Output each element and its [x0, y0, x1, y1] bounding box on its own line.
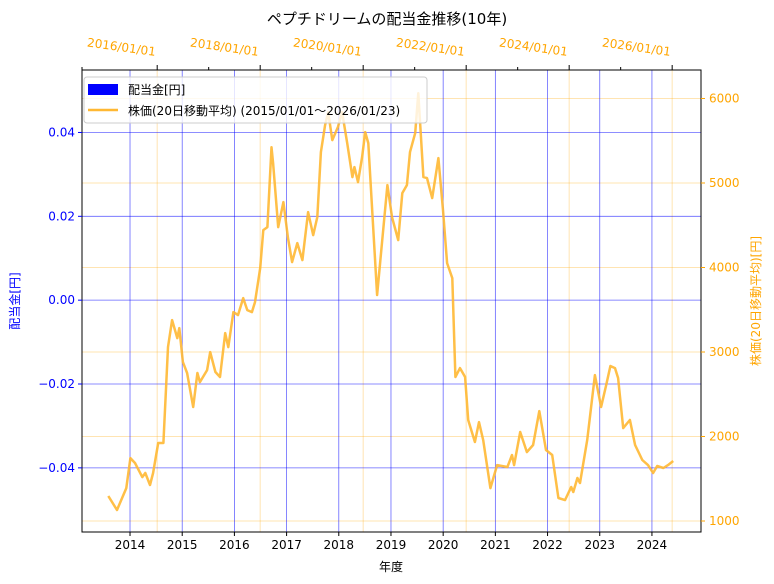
x-tick-label: 2019 — [376, 538, 407, 552]
legend-box — [83, 76, 428, 124]
y-tick-label: 0.02 — [48, 209, 75, 223]
x2-tick-label: 2024/01/01 — [498, 35, 568, 58]
x2-tick-label: 2018/01/01 — [189, 35, 259, 58]
x-tick-label: 2022 — [532, 538, 563, 552]
y-tick-label: −0.04 — [38, 461, 75, 475]
x-tick-label: 2015 — [167, 538, 198, 552]
x2-tick-label: 2026/01/01 — [601, 35, 671, 58]
x2-tick-label: 2022/01/01 — [395, 35, 465, 58]
x-tick-label: 2020 — [428, 538, 459, 552]
x-tick-label: 2017 — [271, 538, 302, 552]
y-tick-label: 0.04 — [48, 125, 75, 139]
y2-tick-label: 5000 — [709, 176, 740, 190]
x-tick-label: 2018 — [324, 538, 355, 552]
y2-tick-label: 4000 — [709, 260, 740, 274]
legend-label-price: 株価(20日移動平均) (2015/01/01～2026/01/23) — [128, 103, 400, 118]
x-tick-label: 2014 — [115, 538, 146, 552]
y2-tick-label: 6000 — [709, 91, 740, 105]
x2-tick-label: 2020/01/01 — [292, 35, 362, 58]
x2-tick-label: 2016/01/01 — [86, 35, 156, 58]
y-axis-label: 配当金[円] — [7, 272, 22, 329]
y-tick-label: −0.02 — [38, 377, 75, 391]
y-tick-label: 0.00 — [48, 293, 75, 307]
y2-tick-label: 1000 — [709, 514, 740, 528]
x-tick-label: 2023 — [584, 538, 615, 552]
y2-axis-label: 株価(20日移動平均)[円] — [748, 236, 763, 366]
y2-tick-label: 3000 — [709, 345, 740, 359]
legend-label-dividend: 配当金[円] — [128, 82, 185, 97]
x-tick-label: 2021 — [480, 538, 511, 552]
x-tick-label: 2016 — [219, 538, 250, 552]
x-axis-label: 年度 — [379, 559, 403, 574]
y2-tick-label: 2000 — [709, 430, 740, 444]
plot-frame — [81, 69, 702, 533]
x-tick-label: 2024 — [637, 538, 668, 552]
legend-swatch-dividend — [88, 84, 118, 95]
chart-title: ペプチドリームの配当金推移(10年) — [267, 10, 507, 28]
legend: 配当金[円] 株価(20日移動平均) (2015/01/01～2026/01/2… — [83, 76, 428, 124]
